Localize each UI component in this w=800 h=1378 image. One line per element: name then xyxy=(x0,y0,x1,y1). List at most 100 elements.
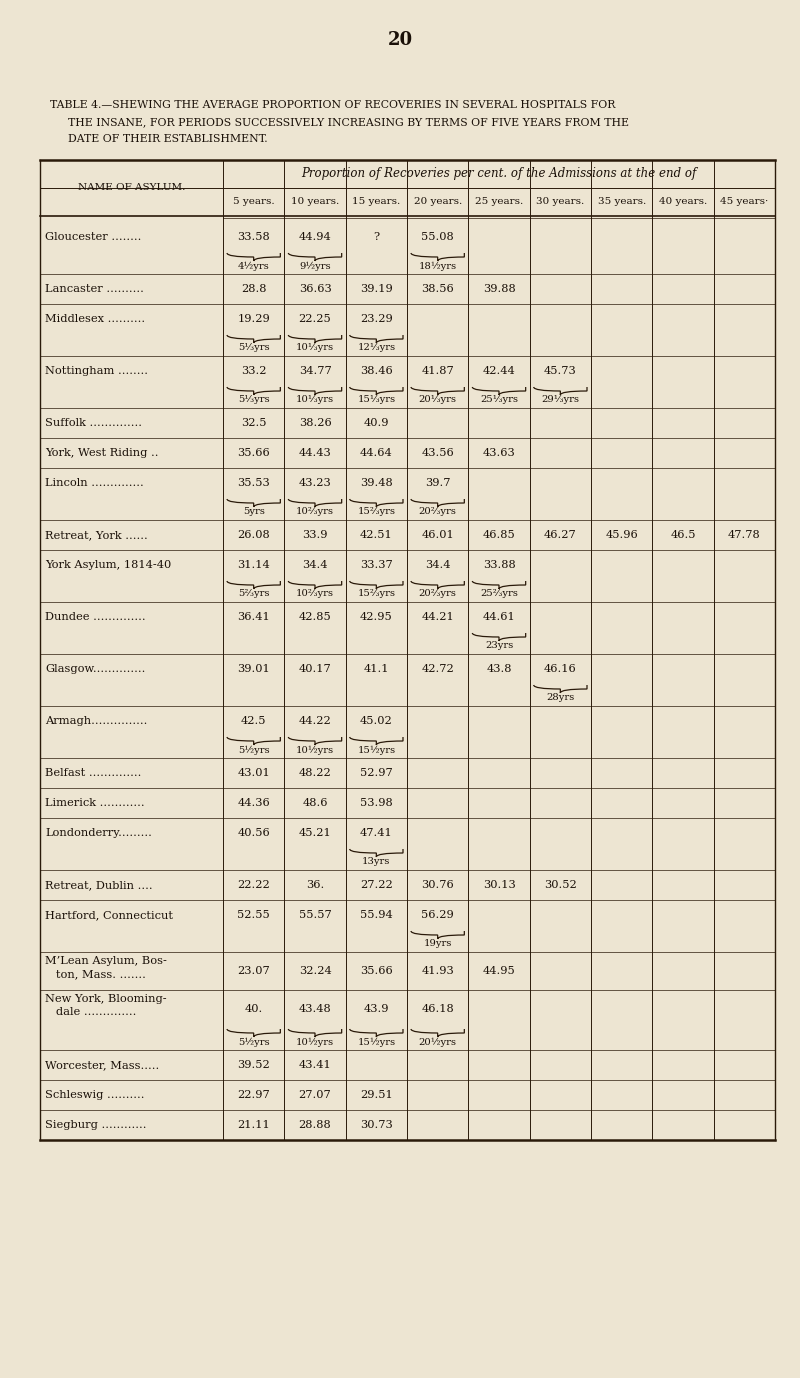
Text: 33.88: 33.88 xyxy=(482,559,515,570)
Text: 53.98: 53.98 xyxy=(360,798,393,808)
Text: 29.51: 29.51 xyxy=(360,1090,393,1100)
Text: 39.01: 39.01 xyxy=(238,664,270,674)
Text: 39.19: 39.19 xyxy=(360,284,393,294)
Text: 30.52: 30.52 xyxy=(544,881,577,890)
Text: 36.41: 36.41 xyxy=(238,612,270,621)
Text: 28.88: 28.88 xyxy=(298,1120,331,1130)
Text: 35.53: 35.53 xyxy=(238,478,270,488)
Text: New York, Blooming-: New York, Blooming- xyxy=(45,994,166,1005)
Text: 36.: 36. xyxy=(306,881,324,890)
Text: Limerick ............: Limerick ............ xyxy=(45,798,145,808)
Text: 34.4: 34.4 xyxy=(302,559,328,570)
Text: 42.5: 42.5 xyxy=(241,717,266,726)
Text: 28.8: 28.8 xyxy=(241,284,266,294)
Text: 12⅓yrs: 12⅓yrs xyxy=(358,343,395,353)
Text: 42.95: 42.95 xyxy=(360,612,393,621)
Text: Glasgow..............: Glasgow.............. xyxy=(45,664,146,674)
Text: 39.48: 39.48 xyxy=(360,478,393,488)
Text: 43.56: 43.56 xyxy=(422,448,454,457)
Text: 35 years.: 35 years. xyxy=(598,197,646,207)
Text: 52.97: 52.97 xyxy=(360,768,393,779)
Text: 27.22: 27.22 xyxy=(360,881,393,890)
Text: York, West Riding ..: York, West Riding .. xyxy=(45,448,158,457)
Text: 39.52: 39.52 xyxy=(238,1060,270,1069)
Text: 5½yrs: 5½yrs xyxy=(238,1038,270,1047)
Text: 48.22: 48.22 xyxy=(298,768,331,779)
Text: TABLE 4.—SHEWING THE AVERAGE PROPORTION OF RECOVERIES IN SEVERAL HOSPITALS FOR: TABLE 4.—SHEWING THE AVERAGE PROPORTION … xyxy=(50,101,615,110)
Text: 42.85: 42.85 xyxy=(298,612,331,621)
Text: 45.02: 45.02 xyxy=(360,717,393,726)
Text: 47.78: 47.78 xyxy=(728,531,761,540)
Text: 46.01: 46.01 xyxy=(422,531,454,540)
Text: 15 years.: 15 years. xyxy=(352,197,401,207)
Text: 35.66: 35.66 xyxy=(360,966,393,976)
Text: 44.22: 44.22 xyxy=(298,717,331,726)
Text: 25⅔yrs: 25⅔yrs xyxy=(480,590,518,598)
Text: York Asylum, 1814-40: York Asylum, 1814-40 xyxy=(45,559,171,570)
Text: Retreat, York ......: Retreat, York ...... xyxy=(45,531,148,540)
Text: 13yrs: 13yrs xyxy=(362,857,390,867)
Text: DATE OF THEIR ESTABLISHMENT.: DATE OF THEIR ESTABLISHMENT. xyxy=(68,134,268,143)
Text: Worcester, Mass.....: Worcester, Mass..... xyxy=(45,1060,159,1069)
Text: 19.29: 19.29 xyxy=(238,314,270,324)
Text: 29⅓yrs: 29⅓yrs xyxy=(542,395,579,405)
Text: 38.46: 38.46 xyxy=(360,367,393,376)
Text: 5½yrs: 5½yrs xyxy=(238,745,270,755)
Text: 42.44: 42.44 xyxy=(482,367,515,376)
Text: 46.5: 46.5 xyxy=(670,531,696,540)
Text: 40.56: 40.56 xyxy=(238,828,270,838)
Text: 39.88: 39.88 xyxy=(482,284,515,294)
Text: 44.61: 44.61 xyxy=(482,612,515,621)
Text: 20: 20 xyxy=(387,30,413,50)
Text: 10½yrs: 10½yrs xyxy=(296,745,334,755)
Text: 32.24: 32.24 xyxy=(298,966,331,976)
Text: 15⅔yrs: 15⅔yrs xyxy=(358,590,395,598)
Text: 34.4: 34.4 xyxy=(425,559,450,570)
Text: 30.76: 30.76 xyxy=(422,881,454,890)
Text: 15½yrs: 15½yrs xyxy=(358,1038,395,1047)
Text: 44.64: 44.64 xyxy=(360,448,393,457)
Text: 15⅔yrs: 15⅔yrs xyxy=(358,507,395,517)
Text: 25 years.: 25 years. xyxy=(475,197,523,207)
Text: 43.23: 43.23 xyxy=(298,478,331,488)
Text: M’Lean Asylum, Bos-: M’Lean Asylum, Bos- xyxy=(45,956,167,966)
Text: 23yrs: 23yrs xyxy=(485,642,513,650)
Text: 45 years·: 45 years· xyxy=(720,197,769,207)
Text: 10⅔yrs: 10⅔yrs xyxy=(296,590,334,598)
Text: ?: ? xyxy=(374,232,379,243)
Text: 55.94: 55.94 xyxy=(360,909,393,921)
Text: 10⅓yrs: 10⅓yrs xyxy=(296,343,334,353)
Text: 10⅓yrs: 10⅓yrs xyxy=(296,395,334,405)
Text: 33.9: 33.9 xyxy=(302,531,328,540)
Text: 5⅓yrs: 5⅓yrs xyxy=(238,395,270,405)
Text: 43.9: 43.9 xyxy=(363,1005,389,1014)
Text: 5⅔yrs: 5⅔yrs xyxy=(238,590,270,598)
Text: 20⅓yrs: 20⅓yrs xyxy=(418,395,457,405)
Text: 33.2: 33.2 xyxy=(241,367,266,376)
Text: 46.16: 46.16 xyxy=(544,664,577,674)
Text: 20⅔yrs: 20⅔yrs xyxy=(418,507,457,517)
Text: 44.94: 44.94 xyxy=(298,232,331,243)
Text: 43.48: 43.48 xyxy=(298,1005,331,1014)
Text: 18½yrs: 18½yrs xyxy=(418,262,457,270)
Text: 44.21: 44.21 xyxy=(422,612,454,621)
Text: 10½yrs: 10½yrs xyxy=(296,1038,334,1047)
Text: 56.29: 56.29 xyxy=(422,909,454,921)
Text: 43.63: 43.63 xyxy=(482,448,515,457)
Text: 33.37: 33.37 xyxy=(360,559,393,570)
Text: Hartford, Connecticut: Hartford, Connecticut xyxy=(45,909,173,921)
Text: 30 years.: 30 years. xyxy=(536,197,585,207)
Text: 30.73: 30.73 xyxy=(360,1120,393,1130)
Text: 5 years.: 5 years. xyxy=(233,197,274,207)
Text: 41.87: 41.87 xyxy=(422,367,454,376)
Text: 19yrs: 19yrs xyxy=(423,940,452,948)
Text: 44.36: 44.36 xyxy=(238,798,270,808)
Text: 10⅔yrs: 10⅔yrs xyxy=(296,507,334,517)
Text: Belfast ..............: Belfast .............. xyxy=(45,768,142,779)
Text: 26.08: 26.08 xyxy=(238,531,270,540)
Text: Middlesex ..........: Middlesex .......... xyxy=(45,314,145,324)
Text: 38.56: 38.56 xyxy=(422,284,454,294)
Text: 28yrs: 28yrs xyxy=(546,693,574,703)
Text: Proportion of Recoveries per cent. of the Admissions at the end of: Proportion of Recoveries per cent. of th… xyxy=(302,168,697,181)
Text: 20½yrs: 20½yrs xyxy=(418,1038,457,1047)
